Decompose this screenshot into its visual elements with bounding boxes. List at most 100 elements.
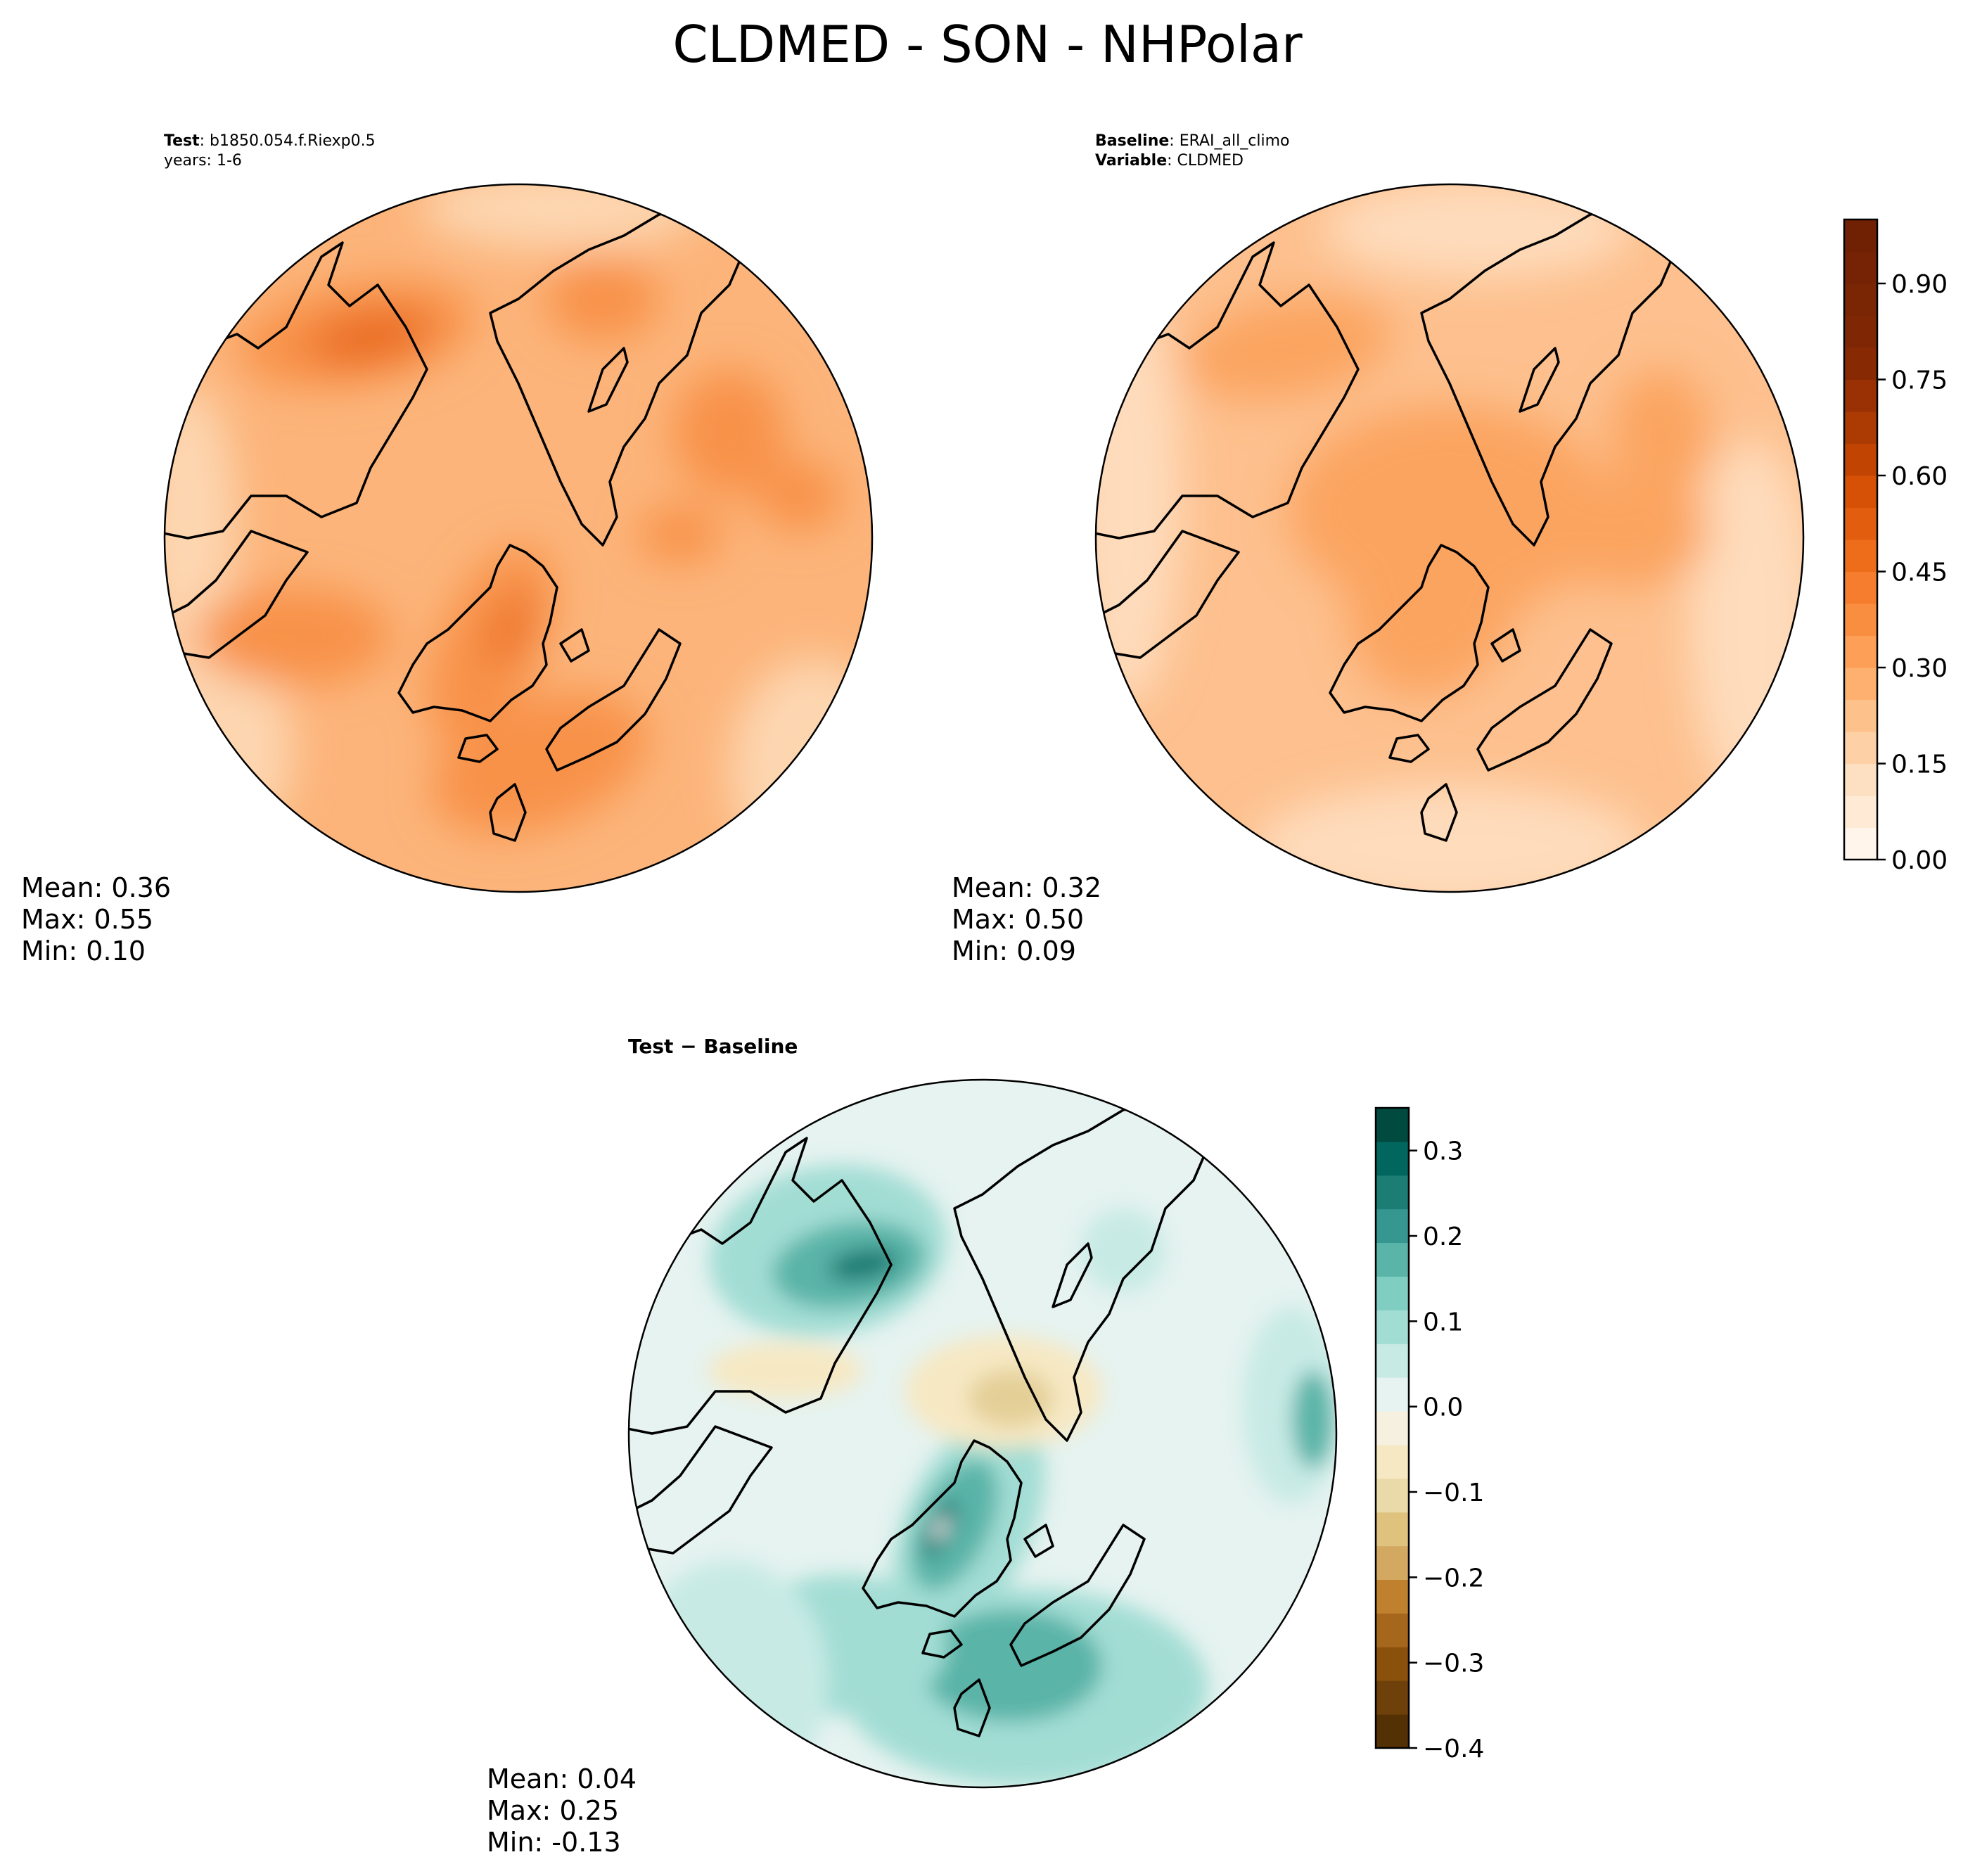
variable-label: Variable: CLDMED — [1095, 151, 1244, 171]
test-label-sep: : — [199, 132, 210, 150]
colorbar-segment — [1376, 1310, 1409, 1344]
diff-map-border — [627, 1078, 1338, 1789]
test-panel-label: Test: b1850.054.f.Riexp0.5 — [164, 132, 376, 151]
coastline — [559, 628, 590, 663]
field-contour — [708, 1342, 863, 1398]
field-contour — [1323, 184, 1632, 278]
test-map — [163, 183, 874, 893]
variable-label-key: Variable — [1095, 152, 1168, 170]
coastline — [489, 783, 527, 842]
colorbar-segment — [1844, 732, 1877, 764]
field-contour — [969, 1370, 1053, 1427]
field-contour — [1081, 1208, 1165, 1293]
field-contour — [490, 594, 533, 665]
field-contour — [933, 1517, 947, 1540]
figure-title: CLDMED - SON - NHPolar — [672, 15, 1303, 74]
colorbar-segment — [1844, 604, 1877, 636]
field-contour — [165, 383, 237, 665]
colorbar-tick-label: 0.15 — [1891, 751, 1948, 779]
colorbar-tick-label: 0.2 — [1423, 1223, 1463, 1251]
colorbar-segment — [1376, 1680, 1409, 1715]
colorbar-segment — [1844, 443, 1877, 476]
coastline — [457, 734, 499, 763]
coastline — [862, 1439, 1023, 1618]
field-contour — [638, 506, 722, 563]
test-coastlines — [165, 199, 752, 842]
diff-panel-label: Test − Baseline — [628, 1037, 798, 1057]
field-contour — [828, 1248, 898, 1282]
colorbar-segment — [1844, 283, 1877, 316]
colorbar-segment — [1844, 763, 1877, 796]
diff-label-test: Test — [628, 1035, 674, 1058]
colorbar-segment — [1844, 347, 1877, 380]
baseline-mean: Mean: 0.32 — [952, 872, 1102, 903]
field-contour — [1541, 475, 1710, 587]
coastline — [1490, 628, 1521, 663]
diff-max: Max: 0.25 — [487, 1795, 620, 1826]
colorbar-segment — [1376, 1242, 1409, 1277]
baseline-map-border — [1094, 183, 1805, 893]
field-contour — [195, 587, 392, 686]
coastline — [1519, 347, 1560, 413]
field-contour — [1096, 285, 1182, 707]
variable-label-sep: : — [1167, 152, 1177, 170]
coastline — [1023, 1524, 1054, 1558]
colorbar-segment — [1376, 1411, 1409, 1446]
colorbar-segment — [1844, 379, 1877, 412]
diff-label-minus: − — [673, 1035, 704, 1058]
colorbar-frame — [1374, 1106, 1410, 1749]
field-contour — [547, 257, 659, 341]
coastline — [165, 241, 428, 540]
coastline — [397, 544, 558, 722]
test-min: Min: 0.10 — [21, 936, 146, 966]
colorbar-segment — [1376, 1208, 1409, 1244]
colorbar-segment — [1844, 540, 1877, 572]
variable-name: CLDMED — [1177, 152, 1244, 170]
colorbar-tick-label: 0.30 — [1891, 654, 1948, 683]
coastline — [629, 1425, 773, 1555]
coastline — [629, 1137, 893, 1435]
coastline — [165, 530, 309, 659]
colorbar-segment — [1376, 1175, 1409, 1210]
coastline — [1096, 530, 1240, 659]
colorbar-segment — [1376, 1344, 1409, 1378]
coastline — [1052, 1242, 1093, 1308]
diff-min: Min: -0.13 — [487, 1827, 621, 1858]
colorbar-segment — [1844, 827, 1877, 860]
baseline-field — [1096, 184, 1803, 892]
colorbar-segment — [1844, 251, 1877, 284]
colorbar-segment — [1844, 571, 1877, 604]
diff-label-baseline: Baseline — [703, 1035, 798, 1058]
colorbar-tick-label: −0.1 — [1423, 1479, 1484, 1507]
colorbar-segment — [1376, 1444, 1409, 1479]
colorbar-segment — [1376, 1108, 1409, 1142]
field-contour — [1611, 369, 1710, 496]
field-contour — [431, 692, 648, 834]
coastline — [1420, 783, 1458, 842]
baseline-label-sep: : — [1169, 132, 1180, 150]
colorbar-tick-label: −0.2 — [1423, 1564, 1484, 1593]
test-stats: Mean: 0.36 Max: 0.55 Min: 0.10 — [21, 872, 171, 967]
colorbar-segment — [1844, 476, 1877, 508]
coastline — [1420, 199, 1683, 547]
diff-coastlines — [629, 1095, 1216, 1737]
coastline — [1476, 628, 1613, 772]
coastline — [489, 199, 752, 547]
diff-stats: Mean: 0.04 Max: 0.25 Min: -0.13 — [487, 1763, 637, 1858]
field-contour — [758, 461, 842, 531]
colorbar-tick-label: 0.0 — [1423, 1393, 1463, 1422]
baseline-stats: Mean: 0.32 Max: 0.50 Min: 0.09 — [952, 872, 1101, 967]
coastline — [1329, 544, 1490, 722]
test-case-name: b1850.054.f.Riexp0.5 — [210, 132, 376, 150]
field-contour — [1292, 1370, 1334, 1469]
baseline-coastlines — [1096, 199, 1683, 842]
colorbar-segment — [1844, 507, 1877, 540]
colorbar-segment — [1376, 1647, 1409, 1681]
field-contour — [729, 658, 872, 883]
colorbar-segment — [1844, 699, 1877, 732]
test-mean: Mean: 0.36 — [21, 872, 172, 903]
coastline — [1388, 734, 1430, 763]
colorbar-segment — [1376, 1579, 1409, 1614]
baseline-map — [1094, 183, 1805, 893]
